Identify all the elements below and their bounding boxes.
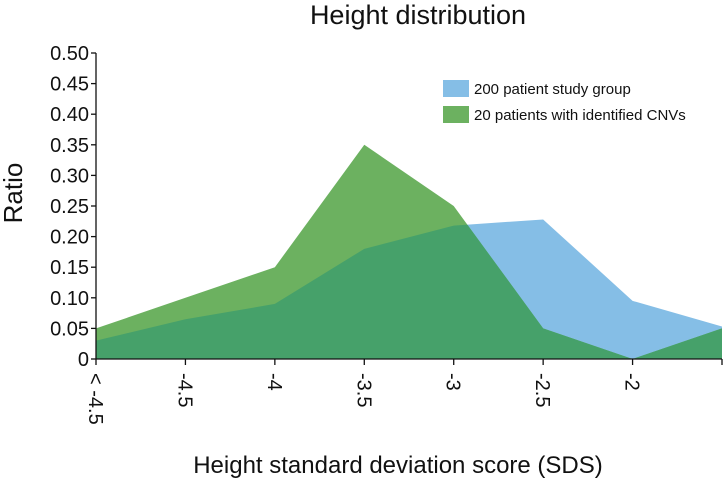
y-tick-label: 0.25: [50, 196, 89, 218]
x-tick-label: -3: [442, 373, 464, 391]
y-axis-label: Ratio: [0, 163, 28, 224]
legend-swatch-cnv-patients: [443, 106, 469, 123]
y-tick-label: 0.35: [50, 135, 89, 157]
x-tick-label: -2: [621, 373, 643, 391]
x-tick-label: -4.5: [173, 373, 195, 407]
legend-label-cnv-patients: 20 patients with identified CNVs: [474, 107, 686, 124]
plot-areas: [96, 144, 722, 359]
y-tick-label: 0.10: [50, 288, 89, 310]
x-tick-label: -3.5: [352, 373, 374, 407]
y-tick-label: 0.05: [50, 318, 89, 340]
legend: 200 patient study group 20 patients with…: [443, 80, 686, 124]
y-tick-label: 0.50: [50, 43, 89, 65]
legend-label-study-group: 200 patient study group: [474, 81, 631, 98]
y-tick-label: 0: [78, 349, 89, 371]
y-tick-label: 0.30: [50, 165, 89, 187]
x-axis-label: Height standard deviation score (SDS): [193, 452, 603, 479]
x-tick-label: < -4.5: [84, 373, 106, 425]
chart-title: Height distribution: [310, 0, 526, 30]
axes: 0 0.05 0.10 0.15 0.20 0.25 0.30 0.35 0.40 0.45 0.5…: [50, 43, 723, 425]
y-tick-label: 0.15: [50, 257, 89, 279]
y-tick-label: 0.40: [50, 104, 89, 126]
legend-swatch-study-group: [443, 80, 469, 97]
x-tick-label: -4: [263, 373, 285, 391]
x-tick-label: -2.5: [531, 373, 553, 407]
y-tick-label: 0.45: [50, 74, 89, 96]
y-tick-label: 0.20: [50, 227, 89, 249]
